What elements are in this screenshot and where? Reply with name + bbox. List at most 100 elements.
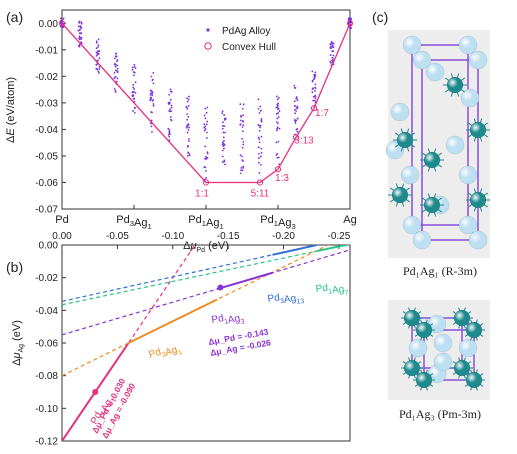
alloy-point xyxy=(149,93,152,96)
b-ylabel: ΔμAg (eV) xyxy=(11,320,25,366)
alloy-point xyxy=(77,25,80,28)
phase-dashed-line xyxy=(62,245,349,306)
alloy-point xyxy=(275,106,278,109)
alloy-point xyxy=(95,67,98,70)
alloy-point xyxy=(113,77,116,79)
alloy-point xyxy=(95,54,98,57)
alloy-point xyxy=(221,149,224,152)
alloy-point xyxy=(257,146,260,149)
alloy-point xyxy=(294,122,297,124)
alloy-point xyxy=(293,84,296,87)
alloy-point xyxy=(169,98,172,101)
ag-atom xyxy=(402,35,422,55)
alloy-point xyxy=(186,107,189,110)
alloy-point xyxy=(168,110,171,112)
ag-atom xyxy=(445,135,465,155)
ag-atom xyxy=(458,338,478,358)
a-ytick-label: -0.06 xyxy=(35,178,58,189)
alloy-point xyxy=(239,103,242,106)
alloy-point xyxy=(314,71,317,74)
alloy-point xyxy=(187,128,190,131)
pd-atom xyxy=(423,196,441,214)
ag-atom xyxy=(468,50,488,70)
ag-atom xyxy=(468,230,488,250)
alloy-point xyxy=(313,95,315,98)
b-axis-ticks: 0.00 -0.02 -0.04 -0.06 -0.08 -0.10 -0.12 0.00 -0… xyxy=(35,231,351,448)
alloy-point xyxy=(259,163,262,166)
alloy-point xyxy=(149,96,152,99)
b-xtick-label: 0.00 xyxy=(52,231,72,242)
alloy-point xyxy=(295,107,298,109)
alloy-point xyxy=(97,71,100,74)
alloy-point xyxy=(113,88,116,90)
alloy-point xyxy=(221,112,224,115)
pd-atom xyxy=(403,309,421,327)
alloy-point xyxy=(167,133,170,136)
alloy-point xyxy=(276,117,279,120)
alloy-point xyxy=(241,146,244,149)
alloy-point xyxy=(205,137,208,139)
alloy-point xyxy=(205,170,207,172)
legend-alloy-label: PdAg Alloy xyxy=(222,26,270,37)
alloy-point xyxy=(98,67,101,70)
b-ytick-label: -0.04 xyxy=(35,306,58,317)
alloy-point xyxy=(187,98,190,101)
alloy-point xyxy=(314,87,317,90)
alloy-point xyxy=(239,119,242,122)
alloy-point xyxy=(276,127,279,130)
alloy-point xyxy=(62,17,65,20)
alloy-point xyxy=(313,77,316,79)
alloy-point xyxy=(329,43,332,46)
b-ytick-label: -0.06 xyxy=(35,339,58,350)
alloy-point xyxy=(260,135,263,138)
alloy-point xyxy=(350,17,352,20)
alloy-point xyxy=(133,65,136,68)
alloy-point xyxy=(98,50,101,52)
alloy-point xyxy=(206,106,209,109)
alloy-point xyxy=(277,122,279,125)
hull-ratio-label: 1:7 xyxy=(315,108,329,119)
alloy-point xyxy=(187,124,190,126)
structure-1-caption: Pd₁Ag₁ (R-3m) xyxy=(403,264,477,278)
b-xtick-label: -0.15 xyxy=(217,231,240,242)
convex-hull: 1:1 5:11 1:3 3:13 1:7 xyxy=(58,20,354,199)
hull-point xyxy=(310,105,318,112)
phase-marker xyxy=(92,389,99,395)
alloy-point xyxy=(314,95,317,98)
ag-atom xyxy=(412,230,432,250)
pd-atom xyxy=(453,359,471,377)
alloy-point xyxy=(311,91,314,94)
alloy-point xyxy=(276,121,278,123)
alloy-point xyxy=(221,125,224,127)
alloy-point xyxy=(259,109,262,112)
alloy-point xyxy=(168,135,171,138)
alloy-point xyxy=(242,167,245,169)
alloy-point xyxy=(98,65,101,68)
pd-atom xyxy=(423,151,441,169)
alloy-point xyxy=(242,165,244,168)
alloy-point xyxy=(258,112,261,114)
ag-atom xyxy=(433,352,453,372)
alloy-point xyxy=(296,105,299,108)
alloy-point xyxy=(293,118,296,121)
alloy-point xyxy=(258,157,260,159)
hull-ratio-label: 5:11 xyxy=(251,188,270,199)
alloy-point xyxy=(188,95,190,98)
alloy-point xyxy=(330,43,333,45)
phase-lines xyxy=(62,245,350,441)
alloy-point xyxy=(239,123,242,126)
alloy-point xyxy=(133,88,136,90)
legend-hull-marker xyxy=(204,42,212,50)
alloy-point xyxy=(169,90,172,93)
alloy-point xyxy=(170,106,173,109)
alloy-point xyxy=(150,92,152,95)
hull-point xyxy=(292,134,300,141)
alloy-point xyxy=(77,29,80,32)
alloy-point xyxy=(242,141,245,143)
alloy-point xyxy=(116,64,119,67)
alloy-point xyxy=(278,127,281,130)
ag-atom xyxy=(390,102,410,122)
alloy-point xyxy=(240,166,243,169)
alloy-point xyxy=(239,172,242,175)
alloy-point xyxy=(186,146,189,148)
